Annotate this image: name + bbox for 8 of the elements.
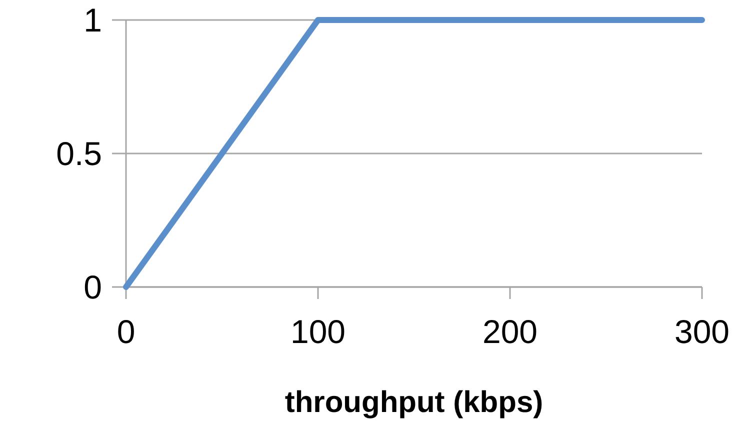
x-tick-label: 200 xyxy=(482,313,538,350)
x-tick-label: 300 xyxy=(674,313,730,350)
y-tick-label: 0.5 xyxy=(56,135,102,172)
y-tick-label: 0 xyxy=(84,268,102,306)
y-tick-label: 1 xyxy=(84,2,102,39)
x-tick-label: 100 xyxy=(290,313,346,350)
x-tick-label: 0 xyxy=(116,313,136,350)
x-axis-title: throughput (kbps) xyxy=(284,386,544,419)
